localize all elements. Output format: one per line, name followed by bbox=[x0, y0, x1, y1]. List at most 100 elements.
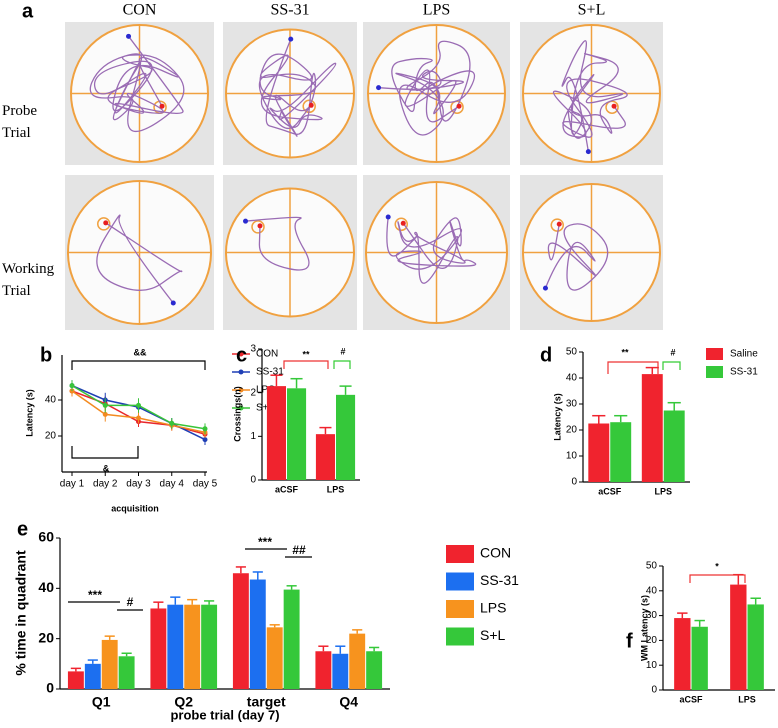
significance-bracket bbox=[283, 360, 329, 369]
annotation: & bbox=[103, 463, 110, 473]
bar bbox=[315, 651, 332, 689]
x-axis-title: probe trial (day 7) bbox=[170, 707, 279, 722]
y-tick-label: 40 bbox=[45, 395, 57, 406]
x-tick-label: day 1 bbox=[60, 479, 85, 490]
bar bbox=[67, 671, 84, 689]
x-tick-label: day 3 bbox=[126, 479, 151, 490]
bar bbox=[84, 663, 101, 689]
legend-swatch bbox=[446, 600, 474, 618]
y-tick-label: 20 bbox=[646, 635, 658, 646]
y-tick-label: 40 bbox=[566, 373, 578, 384]
legend-marker bbox=[238, 369, 244, 375]
swim-path bbox=[89, 35, 185, 133]
legend-swatch bbox=[706, 348, 723, 360]
significance-bracket bbox=[333, 360, 351, 369]
annotation: # bbox=[340, 346, 345, 356]
legend-label: CON bbox=[256, 349, 278, 360]
legend-marker bbox=[238, 351, 244, 357]
y-tick-label: 60 bbox=[38, 529, 54, 545]
swim-path bbox=[386, 216, 477, 284]
y-tick-label: 3 bbox=[250, 344, 256, 355]
bar bbox=[641, 374, 663, 482]
y-tick-label: 2 bbox=[250, 387, 256, 398]
bar bbox=[663, 410, 685, 482]
bar bbox=[336, 394, 356, 480]
x-tick-label: Q2 bbox=[174, 694, 193, 710]
x-tick-label: LPS bbox=[738, 694, 756, 704]
end-point bbox=[159, 103, 165, 109]
point bbox=[202, 437, 208, 443]
start-point bbox=[170, 300, 176, 306]
x-tick-label: aCSF bbox=[679, 694, 703, 704]
panel-letter: d bbox=[540, 344, 552, 366]
bar bbox=[349, 633, 366, 689]
y-tick-label: 30 bbox=[646, 610, 658, 621]
y-tick-label: 0 bbox=[571, 477, 577, 488]
column-header: LPS bbox=[423, 2, 451, 19]
bar bbox=[150, 608, 167, 689]
y-tick-label: 20 bbox=[566, 425, 578, 436]
end-point bbox=[556, 221, 562, 227]
x-tick-label: aCSF bbox=[275, 484, 299, 494]
bar bbox=[118, 656, 135, 689]
y-axis-title: Latency (s) bbox=[24, 389, 34, 437]
annotation: *** bbox=[88, 588, 102, 602]
swim-path bbox=[245, 216, 310, 271]
platform bbox=[550, 218, 564, 232]
legend-label: Saline bbox=[730, 349, 758, 360]
bar bbox=[184, 604, 201, 689]
bar bbox=[730, 584, 747, 690]
bar bbox=[249, 579, 266, 689]
legend-swatch bbox=[446, 572, 474, 591]
swim-path bbox=[96, 214, 183, 304]
legend-label: SS-31 bbox=[480, 572, 519, 588]
annotation: && bbox=[134, 347, 147, 357]
column-header: SS-31 bbox=[270, 2, 309, 19]
y-axis-title: Latency (s) bbox=[552, 393, 562, 441]
swim-path bbox=[552, 40, 628, 152]
x-tick-label: target bbox=[247, 694, 286, 710]
legend-label: S+L bbox=[480, 627, 506, 643]
end-point bbox=[308, 102, 314, 108]
y-tick-label: 20 bbox=[38, 629, 54, 645]
bar bbox=[610, 422, 632, 482]
x-tick-label: day 4 bbox=[160, 479, 185, 490]
y-axis-title: Crossings(n) bbox=[232, 386, 242, 442]
legend-label: LPS bbox=[256, 385, 275, 396]
y-tick-label: 40 bbox=[646, 585, 658, 596]
x-tick-label: Q4 bbox=[339, 694, 358, 710]
bar bbox=[588, 423, 610, 482]
significance-bracket bbox=[71, 360, 206, 370]
swim-path bbox=[544, 223, 609, 291]
significance-bracket bbox=[607, 361, 659, 374]
annotation: ## bbox=[292, 543, 306, 557]
bar bbox=[287, 388, 307, 480]
panel-letter: e bbox=[17, 518, 28, 540]
platform bbox=[97, 217, 111, 231]
y-tick-label: 30 bbox=[566, 399, 578, 410]
column-header: CON bbox=[123, 2, 157, 19]
platform bbox=[394, 217, 408, 232]
x-tick-label: aCSF bbox=[598, 486, 622, 496]
start-point bbox=[385, 214, 391, 220]
point bbox=[69, 383, 75, 389]
bar bbox=[747, 604, 764, 690]
bar bbox=[283, 589, 300, 689]
annotation: ** bbox=[302, 349, 310, 359]
y-tick-label: 50 bbox=[566, 347, 578, 358]
legend-swatch bbox=[446, 627, 474, 646]
point bbox=[169, 420, 175, 426]
swim-path bbox=[378, 40, 476, 136]
x-tick-label: day 5 bbox=[193, 479, 218, 490]
end-point bbox=[456, 103, 462, 109]
y-tick-label: 10 bbox=[566, 451, 578, 462]
point bbox=[136, 402, 141, 408]
platform bbox=[251, 220, 265, 234]
significance-bracket bbox=[689, 574, 746, 583]
end-point bbox=[103, 220, 109, 226]
y-tick-label: 50 bbox=[646, 561, 658, 572]
panel-letter: b bbox=[40, 344, 52, 366]
legend-label: SS-31 bbox=[256, 367, 284, 378]
bar bbox=[315, 434, 335, 480]
